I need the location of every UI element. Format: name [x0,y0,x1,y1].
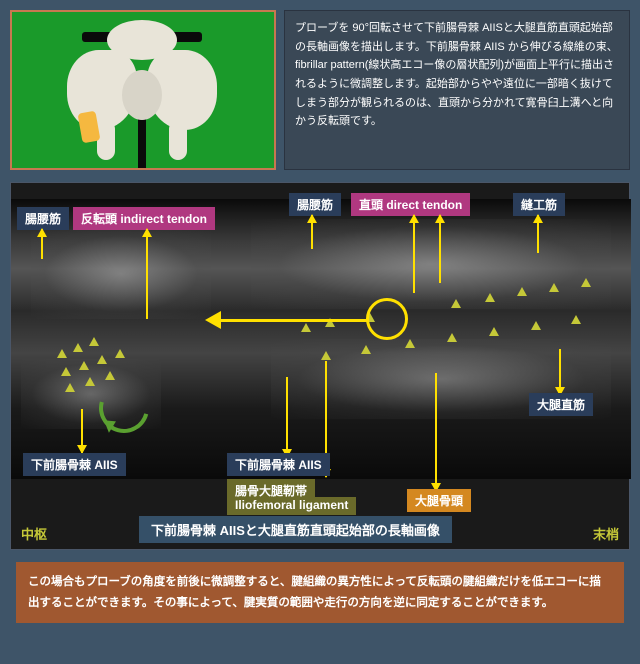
ultrasound-caption: 下前腸骨棘 AIISと大腿直筋直頭起始部の長軸画像 [139,516,452,543]
arrow-icon [146,229,148,319]
bottom-note-box: この場合もプローブの角度を前後に微調整すると、腱組織の異方性によって反転頭の腱組… [16,562,624,623]
big-arrow-line [219,319,369,322]
arrow-up-icon [559,349,561,395]
arrow-icon [439,215,441,283]
label-aiis-mid: 下前腸骨棘 AIIS [227,453,330,476]
label-iliofemoral-en: Iliofemoral ligament [227,497,356,515]
arrow-icon [41,229,43,259]
proximal-tag: 中枢 [21,524,47,543]
arrow-icon [413,215,415,293]
arrow-icon [311,215,313,249]
label-sartorius: 縫工筋 [513,193,565,216]
description-text: プローブを 90°回転させて下前腸骨棘 AIISと大腿直筋直頭起始部の長軸画像を… [295,22,618,127]
label-rectus-femoris: 大腿直筋 [529,393,593,416]
label-aiis-left: 下前腸骨棘 AIIS [23,453,126,476]
label-iliopsoas-left: 腸腰筋 [17,207,69,230]
arrow-up-icon [81,409,83,453]
arrow-left-icon [205,311,221,329]
label-indirect-tendon: 反転頭 indirect tendon [73,207,215,230]
ultrasound-panel: 腸腰筋 反転頭 indirect tendon 腸腰筋 直頭 direct te… [10,182,630,550]
label-iliopsoas-right: 腸腰筋 [289,193,341,216]
label-direct-tendon: 直頭 direct tendon [351,193,470,216]
target-circle [366,298,408,340]
pelvis-photo [10,10,276,170]
arrow-icon [537,215,539,253]
top-row: プローブを 90°回転させて下前腸骨棘 AIISと大腿直筋直頭起始部の長軸画像を… [0,0,640,180]
arrow-up-icon [286,377,288,457]
label-femoral-head: 大腿骨頭 [407,489,471,512]
distal-tag: 末梢 [593,524,619,543]
page-root: { "colors": { "page_bg": "#3e5468", "pho… [0,0,640,664]
arrow-up-icon [435,373,437,491]
bottom-note-text: この場合もプローブの角度を前後に微調整すると、腱組織の異方性によって反転頭の腱組… [28,576,601,609]
description-box: プローブを 90°回転させて下前腸骨棘 AIISと大腿直筋直頭起始部の長軸画像を… [284,10,630,170]
